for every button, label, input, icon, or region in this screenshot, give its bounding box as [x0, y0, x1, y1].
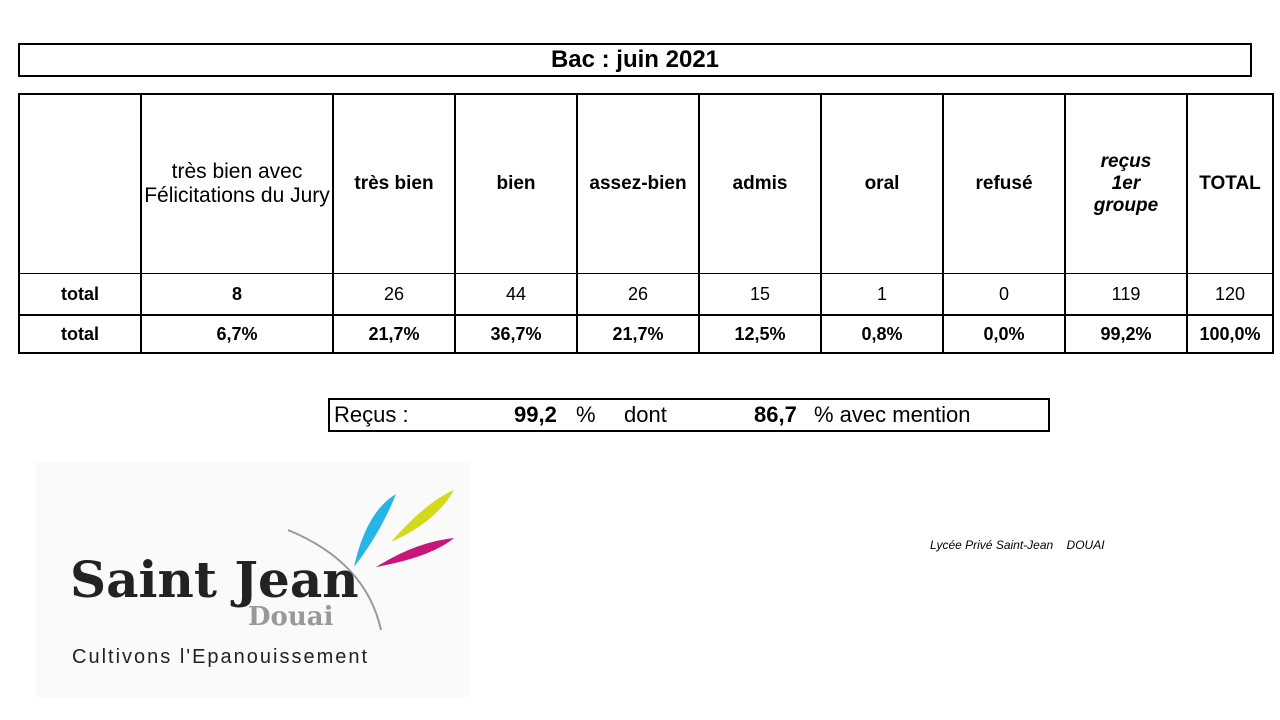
- header-cell: très bien: [332, 93, 456, 274]
- data-cell: 8: [140, 273, 334, 316]
- footer-city: DOUAI: [1066, 538, 1105, 552]
- logo-swoosh: [391, 490, 454, 542]
- header-cell: TOTAL: [1186, 93, 1274, 274]
- logo-arc: [287, 529, 382, 631]
- logo-city: Douai: [248, 602, 334, 632]
- data-cell: 21,7%: [576, 314, 700, 354]
- logo-name: Saint Jean: [70, 550, 359, 609]
- header-cell: très bien avec Félicitations du Jury: [140, 93, 334, 274]
- data-cell: 0: [942, 273, 1066, 316]
- data-cell: 0,0%: [942, 314, 1066, 354]
- data-cell: 26: [332, 273, 456, 316]
- data-cell: 44: [454, 273, 578, 316]
- logo: Saint Jean Douai Cultivons l'Epanouissem…: [36, 462, 470, 697]
- mention-text: % avec mention: [814, 402, 971, 427]
- summary-box: Reçus : 99,2 % dont 86,7 % avec mention: [328, 398, 1050, 432]
- summary-unit: %: [576, 402, 596, 427]
- header-cell: reçus 1er groupe: [1064, 93, 1188, 274]
- data-cell: 26: [576, 273, 700, 316]
- header-cell: oral: [820, 93, 944, 274]
- logo-graphic: [287, 490, 454, 631]
- data-cell: 120: [1186, 273, 1274, 316]
- summary-connector: dont: [624, 402, 667, 427]
- summary-value: 99,2: [514, 402, 557, 427]
- data-cell: 0,8%: [820, 314, 944, 354]
- row-label: total: [18, 314, 142, 354]
- data-cell: 36,7%: [454, 314, 578, 354]
- data-cell: 12,5%: [698, 314, 822, 354]
- corner-cell: [18, 93, 142, 274]
- data-cell: 6,7%: [140, 314, 334, 354]
- title: Bac : juin 2021: [18, 43, 1252, 77]
- logo-tagline: Cultivons l'Epanouissement: [72, 646, 370, 668]
- header-text: reçus 1er groupe: [1093, 151, 1159, 216]
- summary-label: Reçus :: [334, 402, 409, 427]
- footer: Lycée Privé Saint-Jean DOUAI: [930, 538, 1105, 552]
- data-cell: 100,0%: [1186, 314, 1274, 354]
- logo-swoosh: [354, 494, 396, 567]
- data-cell: 15: [698, 273, 822, 316]
- header-cell: assez-bien: [576, 93, 700, 274]
- mention-value: 86,7: [754, 402, 797, 427]
- logo-swoosh: [376, 538, 454, 567]
- header-cell: bien: [454, 93, 578, 274]
- footer-school: Lycée Privé Saint-Jean: [930, 538, 1054, 552]
- row-label: total: [18, 273, 142, 316]
- data-cell: 1: [820, 273, 944, 316]
- results-table: très bien avec Félicitations du Jury très…: [18, 93, 1274, 354]
- header-cell: refusé: [942, 93, 1066, 274]
- data-cell: 99,2%: [1064, 314, 1188, 354]
- header-cell: admis: [698, 93, 822, 274]
- data-cell: 119: [1064, 273, 1188, 316]
- data-cell: 21,7%: [332, 314, 456, 354]
